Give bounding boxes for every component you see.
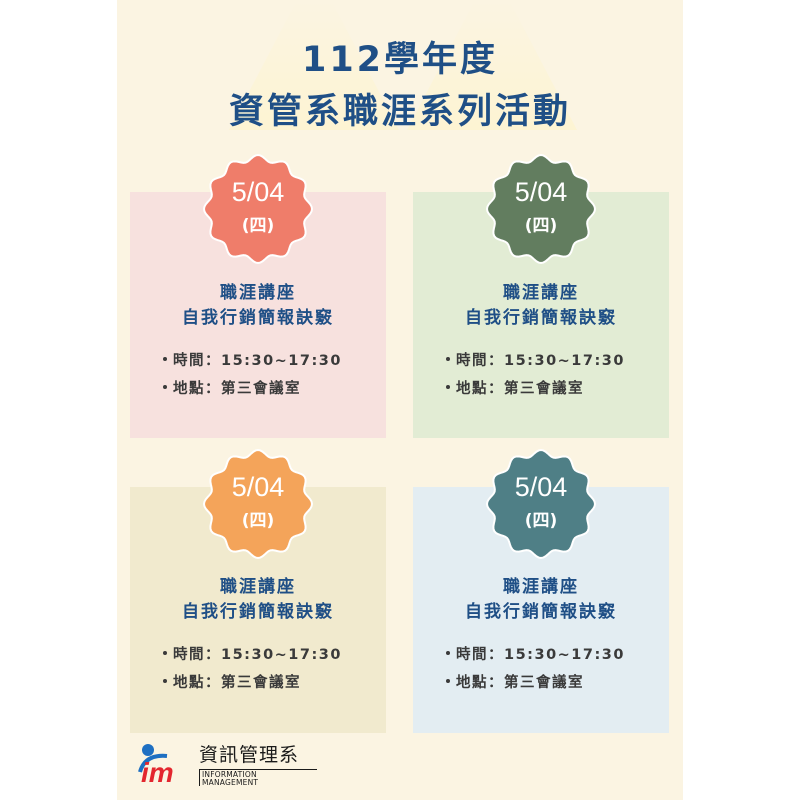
event-place-row: 地點：第三會議室	[163, 676, 383, 691]
department-name: 資訊管理系	[199, 744, 300, 766]
event-topic: 自我行銷簡報訣竅	[465, 602, 617, 622]
event-date: 5/04	[231, 472, 285, 502]
event-time-row: 時間：15:30~17:30	[446, 648, 666, 663]
bullet-icon	[163, 385, 167, 389]
event-date: 5/04	[514, 177, 568, 207]
date-badge: 5/04 (四)	[486, 449, 596, 559]
event-card: 5/04 (四) 職涯講座 自我行銷簡報訣竅 時間：15:30~17:30 地點…	[413, 154, 669, 438]
event-topic: 自我行銷簡報訣竅	[182, 308, 334, 328]
logo-mark-text: im	[141, 757, 174, 787]
im-logo-icon: im	[138, 744, 174, 787]
event-date: 5/04	[514, 472, 568, 502]
event-time: 時間：15:30~17:30	[173, 647, 342, 663]
poster-title-series: 資管系職涯系列活動	[228, 92, 571, 132]
event-place: 地點：第三會議室	[456, 381, 584, 397]
event-weekday: (四)	[524, 511, 558, 531]
bullet-icon	[446, 385, 450, 389]
event-place-row: 地點：第三會議室	[446, 676, 666, 691]
bullet-icon	[446, 679, 450, 683]
event-topic: 自我行銷簡報訣竅	[465, 308, 617, 328]
event-card: 5/04 (四) 職涯講座 自我行銷簡報訣竅 時間：15:30~17:30 地點…	[413, 449, 669, 733]
bullet-icon	[163, 679, 167, 683]
event-weekday: (四)	[241, 216, 275, 236]
bullet-icon	[163, 651, 167, 655]
scalloped-badge-icon	[203, 154, 313, 264]
date-badge: 5/04 (四)	[486, 154, 596, 264]
event-weekday: (四)	[524, 216, 558, 236]
event-category: 職涯講座	[220, 283, 296, 303]
event-weekday: (四)	[241, 511, 275, 531]
event-card: 5/04 (四) 職涯講座 自我行銷簡報訣竅 時間：15:30~17:30 地點…	[130, 154, 386, 438]
department-logo: im 資訊管理系 INFORMATION MANAGEMENT	[137, 742, 317, 787]
event-poster: 112學年度 資管系職涯系列活動 5/04 (四) 職涯講座 自我行銷簡報訣竅 …	[117, 0, 683, 800]
bullet-icon	[446, 357, 450, 361]
scalloped-badge-icon	[486, 449, 596, 559]
event-place-row: 地點：第三會議室	[446, 382, 666, 397]
event-time: 時間：15:30~17:30	[173, 353, 342, 369]
event-time-row: 時間：15:30~17:30	[163, 648, 383, 663]
event-place: 地點：第三會議室	[173, 381, 301, 397]
scalloped-badge-icon	[486, 154, 596, 264]
bullet-icon	[163, 357, 167, 361]
event-date: 5/04	[231, 177, 285, 207]
poster-title-year: 112學年度	[301, 40, 499, 80]
event-place: 地點：第三會議室	[456, 675, 584, 691]
event-category: 職涯講座	[220, 577, 296, 597]
event-place-row: 地點：第三會議室	[163, 382, 383, 397]
scalloped-badge-icon	[203, 449, 313, 559]
date-badge: 5/04 (四)	[203, 154, 313, 264]
department-subtitle: INFORMATION MANAGEMENT	[199, 769, 317, 786]
event-place: 地點：第三會議室	[173, 675, 301, 691]
event-category: 職涯講座	[503, 577, 579, 597]
date-badge: 5/04 (四)	[203, 449, 313, 559]
event-topic: 自我行銷簡報訣竅	[182, 602, 334, 622]
bullet-icon	[446, 651, 450, 655]
event-time: 時間：15:30~17:30	[456, 647, 625, 663]
event-time-row: 時間：15:30~17:30	[446, 354, 666, 369]
event-category: 職涯講座	[503, 283, 579, 303]
event-card: 5/04 (四) 職涯講座 自我行銷簡報訣竅 時間：15:30~17:30 地點…	[130, 449, 386, 733]
event-time-row: 時間：15:30~17:30	[163, 354, 383, 369]
event-time: 時間：15:30~17:30	[456, 353, 625, 369]
